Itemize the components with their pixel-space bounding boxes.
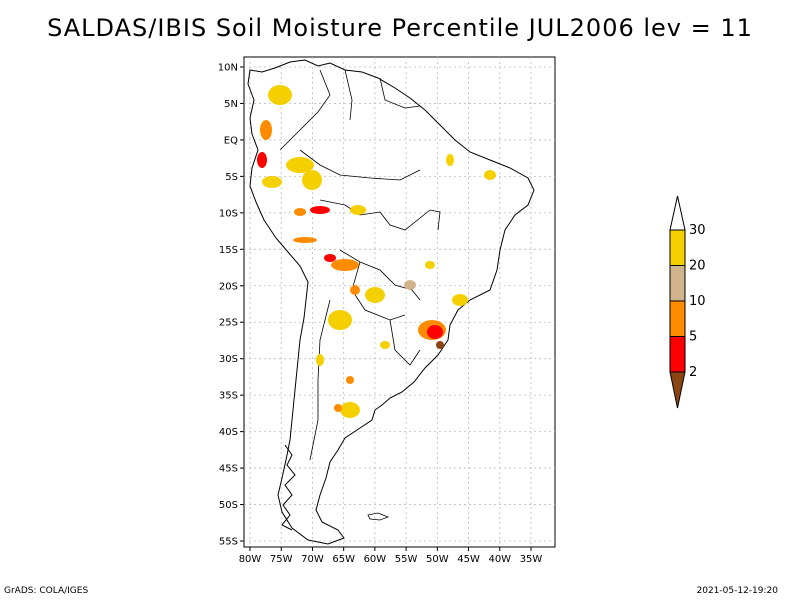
country-borders — [279, 69, 441, 461]
colorbar-bottom-arrow — [669, 371, 686, 409]
percentile-shading — [257, 85, 496, 418]
x-tick-label: 45W — [457, 554, 480, 565]
y-tick-label: 30S — [219, 354, 238, 365]
colorbar-segment — [669, 229, 686, 266]
x-tick-label: 75W — [270, 554, 293, 565]
x-tick-label: 55W — [395, 554, 418, 565]
y-tick-label: 10N — [218, 63, 238, 74]
colorbar-label: 30 — [689, 223, 706, 238]
colorbar-label: 5 — [689, 330, 697, 345]
y-axis-labels: 10N 5N EQ 5S 10S 15S 20S 25S 30S 35S 40S 45S 50S 55S — [218, 63, 244, 548]
y-tick-label: 35S — [219, 391, 238, 402]
falkland-islands — [367, 512, 390, 521]
x-tick-label: 70W — [301, 554, 324, 565]
x-tick-label: 35W — [520, 554, 543, 565]
y-tick-label: 5S — [225, 172, 238, 183]
x-tick-label: 50W — [426, 554, 449, 565]
colorbar-top-arrow — [669, 195, 686, 231]
colorbar-label: 10 — [689, 294, 706, 309]
x-tick-label: 60W — [364, 554, 387, 565]
y-tick-label: 40S — [219, 427, 238, 438]
tierra-del-fuego-coast — [281, 444, 296, 531]
y-tick-label: 25S — [219, 318, 238, 329]
x-tick-label: 40W — [488, 554, 511, 565]
map-title: SALDAS/IBIS Soil Moisture Percentile JUL… — [47, 14, 753, 42]
y-tick-label: 55S — [219, 537, 238, 548]
colorbar-legend: 30 20 10 5 2 — [669, 195, 706, 409]
gridlines — [244, 57, 555, 547]
x-tick-label: 65W — [332, 554, 355, 565]
y-tick-label: 50S — [219, 500, 238, 511]
y-tick-label: 10S — [219, 208, 238, 219]
y-tick-label: EQ — [224, 135, 238, 146]
colorbar-label: 20 — [689, 259, 706, 274]
colorbar-segment — [669, 300, 686, 337]
y-tick-label: 20S — [219, 281, 238, 292]
footer-timestamp: 2021-05-12-19:20 — [696, 586, 779, 596]
colorbar-segment — [669, 265, 686, 302]
colorbar-label: 2 — [689, 365, 697, 380]
footer-credit: GrADS: COLA/IGES — [4, 586, 89, 596]
y-tick-label: 15S — [219, 245, 238, 256]
colorbar-segment — [669, 336, 686, 373]
y-tick-label: 45S — [219, 464, 238, 475]
x-tick-label: 80W — [239, 554, 262, 565]
x-axis-labels: 80W 75W 70W 65W 60W 55W 50W 45W 40W 35W — [239, 547, 543, 565]
y-tick-label: 5N — [224, 99, 238, 110]
south-america-outline — [247, 59, 535, 545]
map-frame — [243, 56, 556, 548]
